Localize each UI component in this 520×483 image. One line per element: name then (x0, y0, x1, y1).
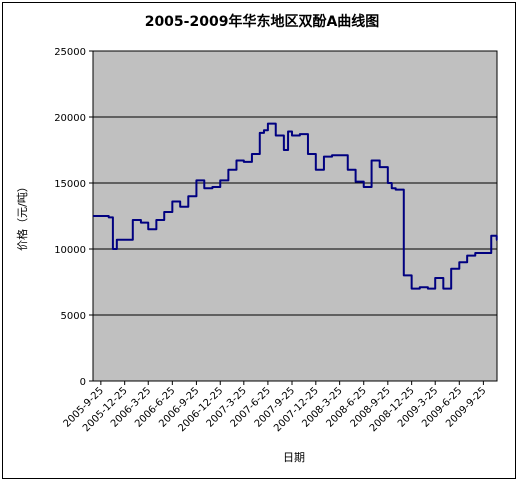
y-tick-label: 0 (80, 377, 86, 388)
chart-title: 2005-2009年华东地区双酚A曲线图 (145, 13, 380, 30)
gridlines (93, 116, 497, 316)
y-axis-ticks: 0 5000 10000 15000 20000 25000 (54, 47, 93, 388)
plot-area (92, 50, 498, 382)
y-tick-label: 25000 (54, 47, 86, 58)
y-tick-label: 5000 (61, 311, 86, 322)
y-tick-label: 15000 (54, 179, 86, 190)
series-line (93, 122, 498, 290)
y-axis-label: 价格（元/吨） (15, 181, 29, 251)
y-tick-label: 10000 (54, 245, 86, 256)
y-tick-label: 20000 (54, 113, 86, 124)
x-axis-label: 日期 (283, 451, 305, 464)
series-group (93, 122, 498, 290)
x-axis-ticks: 2005-9-252005-12-252006-3-252006-6-25200… (62, 381, 489, 434)
